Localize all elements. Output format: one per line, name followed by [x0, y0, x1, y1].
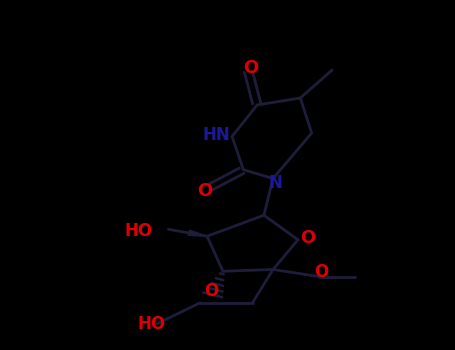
Text: HO: HO: [137, 315, 166, 333]
Text: O: O: [243, 59, 258, 77]
Polygon shape: [188, 230, 207, 236]
Text: O: O: [300, 229, 316, 247]
Text: N: N: [268, 174, 282, 192]
Text: HO: HO: [125, 222, 153, 240]
Text: O: O: [197, 182, 212, 200]
Text: O: O: [204, 281, 219, 300]
Text: O: O: [313, 263, 328, 281]
Text: HN: HN: [202, 126, 230, 144]
